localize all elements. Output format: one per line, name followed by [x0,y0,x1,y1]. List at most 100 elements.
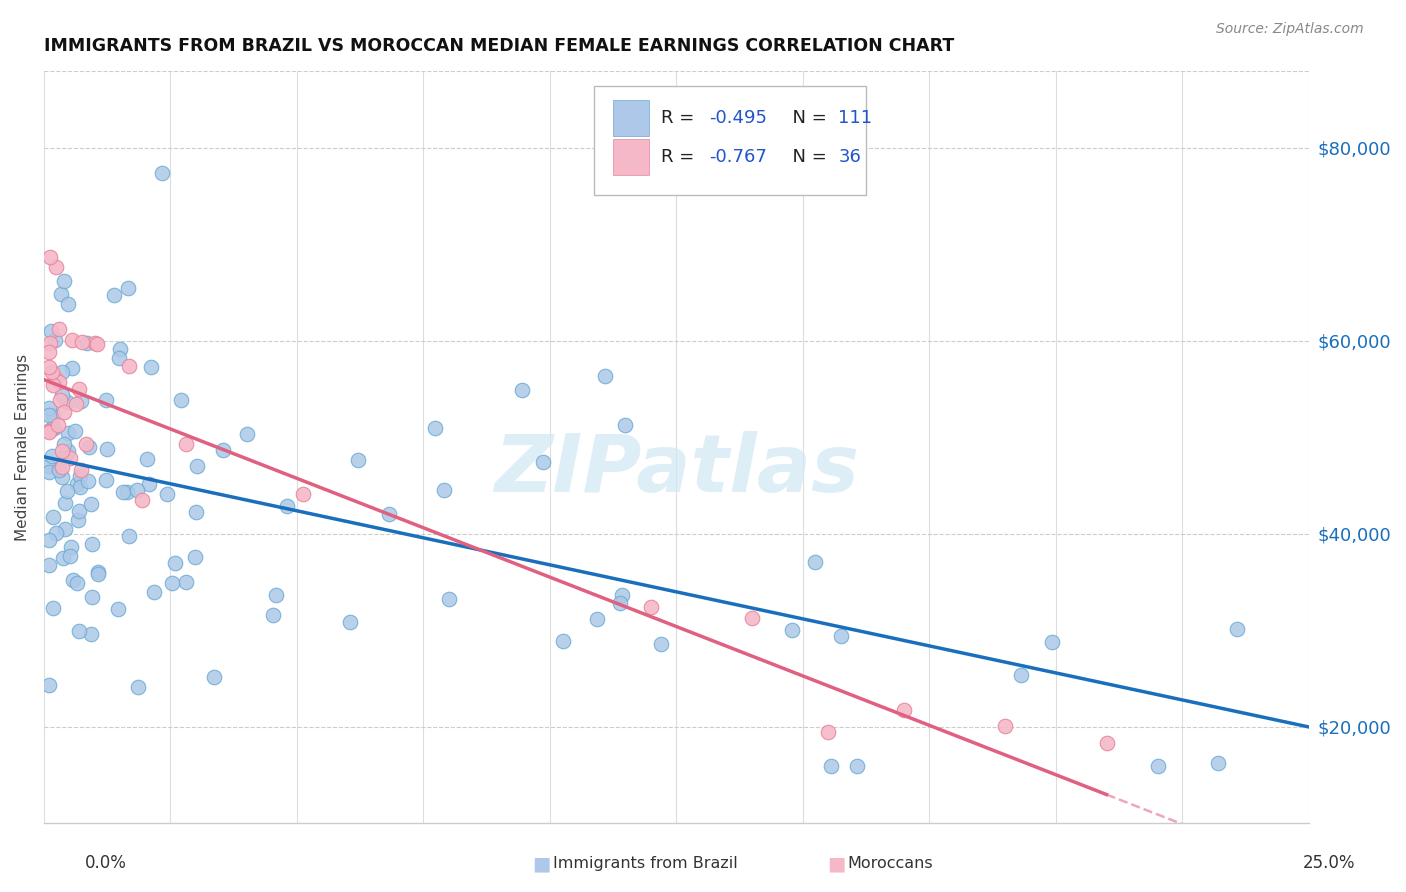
Point [437,591,460,606]
Point [45,260,67,275]
Point [63,424,86,438]
Point [107,602,129,616]
Point [51,388,73,402]
Point [55,447,77,461]
Point [69,480,91,494]
Text: 25.0%: 25.0% [1302,855,1355,872]
Point [741,611,763,625]
Point [593,368,616,383]
Point [86,337,108,351]
Point [423,421,446,435]
Bar [613,139,648,176]
Point [52,436,75,450]
Text: -0.495: -0.495 [709,109,768,128]
Point [53,405,76,419]
Point [150,166,173,180]
Point [69,394,91,409]
Point [211,442,233,457]
Point [80,627,103,641]
Point [803,555,825,569]
Point [49,286,72,301]
Point [60,540,83,554]
Point [551,634,574,648]
Point [1206,756,1229,770]
Point [1147,758,1170,772]
Point [75,437,97,451]
Point [42,378,65,392]
Point [1095,736,1118,750]
Point [69,469,91,483]
Point [67,503,90,517]
Point [117,484,139,499]
Point [830,629,852,643]
Point [80,590,103,604]
Point [893,703,915,717]
Point [262,608,284,623]
Point [53,496,76,510]
Point [650,637,672,651]
Point [87,566,110,581]
Point [118,529,141,543]
Point [139,359,162,374]
Point [51,443,73,458]
Text: Moroccans: Moroccans [848,856,934,871]
Point [433,483,456,497]
Point [62,573,84,587]
Point [612,588,634,602]
Point [76,335,98,350]
Point [38,401,60,416]
Point [817,725,839,739]
Text: IMMIGRANTS FROM BRAZIL VS MOROCCAN MEDIAN FEMALE EARNINGS CORRELATION CHART: IMMIGRANTS FROM BRAZIL VS MOROCCAN MEDIA… [44,37,955,55]
Text: 36: 36 [838,148,862,166]
Point [142,584,165,599]
Point [531,455,554,469]
Point [780,624,803,638]
Point [276,499,298,513]
Point [378,508,401,522]
Point [67,382,90,396]
Point [55,395,77,409]
Point [44,334,66,348]
Text: Source: ZipAtlas.com: Source: ZipAtlas.com [1216,22,1364,37]
Point [59,450,82,465]
Point [108,343,131,357]
Point [586,612,609,626]
Point [131,493,153,508]
Point [65,397,87,411]
Text: 0.0%: 0.0% [84,855,127,872]
Point [510,383,533,397]
Point [59,549,82,563]
Point [56,425,79,440]
Point [820,758,842,772]
Point [69,624,91,638]
Point [291,487,314,501]
Point [42,421,65,435]
Text: Immigrants from Brazil: Immigrants from Brazil [553,856,737,871]
Point [38,425,60,439]
Point [135,451,157,466]
Point [176,575,198,590]
Point [80,497,103,511]
Point [118,359,141,373]
Point [108,351,131,365]
Point [67,513,90,527]
Point [51,470,73,484]
Point [184,505,207,519]
Point [103,287,125,301]
Point [84,335,107,350]
Point [1010,667,1032,681]
Point [41,365,63,379]
Point [41,601,63,615]
Point [174,437,197,451]
Point [66,477,89,491]
Point [1040,634,1063,648]
Text: -0.767: -0.767 [709,148,768,166]
Point [112,484,135,499]
Point [44,371,66,385]
Point [45,526,67,541]
Point [48,322,70,336]
Point [66,575,89,590]
Point [845,758,868,772]
Point [60,361,83,376]
Point [38,345,60,359]
